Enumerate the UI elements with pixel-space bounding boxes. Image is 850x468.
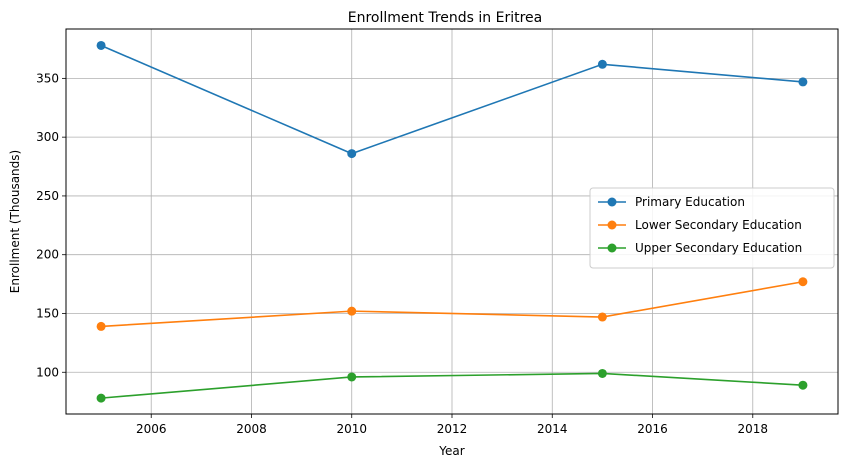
data-point	[96, 321, 106, 331]
axis-ticks: 2006 2008 2010 2012 2014 2016 2018 100 150 200 250…	[36, 71, 768, 436]
y-tick-label: 300	[36, 130, 59, 144]
x-tick-label: 2012	[437, 422, 468, 436]
x-tick-label: 2014	[537, 422, 568, 436]
legend-swatch-marker	[607, 243, 617, 253]
x-axis-label: Year	[438, 444, 464, 458]
y-tick-label: 150	[36, 306, 59, 320]
legend-swatch-marker	[607, 220, 617, 230]
y-axis-label: Enrollment (Thousands)	[8, 150, 22, 293]
y-tick-label: 250	[36, 189, 59, 203]
data-point	[347, 306, 357, 316]
chart-title: Enrollment Trends in Eritrea	[348, 10, 542, 26]
y-tick-label: 100	[36, 365, 59, 379]
legend: Primary Education Lower Secondary Educati…	[589, 187, 835, 269]
data-point	[597, 59, 607, 69]
data-point	[347, 149, 357, 159]
y-tick-label: 200	[36, 248, 59, 262]
y-tick-label: 350	[36, 71, 59, 85]
legend-label: Lower Secondary Education	[635, 218, 802, 232]
data-point	[597, 368, 607, 378]
x-tick-label: 2006	[136, 422, 167, 436]
data-point	[96, 40, 106, 50]
series-line-1	[101, 280, 804, 328]
legend-label: Primary Education	[635, 195, 745, 209]
data-point	[597, 312, 607, 322]
data-point	[798, 380, 808, 390]
data-point	[798, 77, 808, 87]
x-tick-label: 2018	[738, 422, 769, 436]
x-tick-label: 2016	[637, 422, 668, 436]
x-tick-label: 2010	[336, 422, 367, 436]
series-line-0	[100, 44, 803, 155]
series-line-2	[101, 372, 803, 399]
series-layer	[96, 40, 808, 403]
legend-swatch-marker	[607, 197, 617, 207]
x-tick-label: 2008	[236, 422, 267, 436]
data-point	[96, 393, 106, 403]
data-point	[798, 277, 808, 287]
legend-box	[589, 187, 835, 269]
data-point	[347, 372, 357, 382]
legend-label: Upper Secondary Education	[635, 241, 802, 255]
